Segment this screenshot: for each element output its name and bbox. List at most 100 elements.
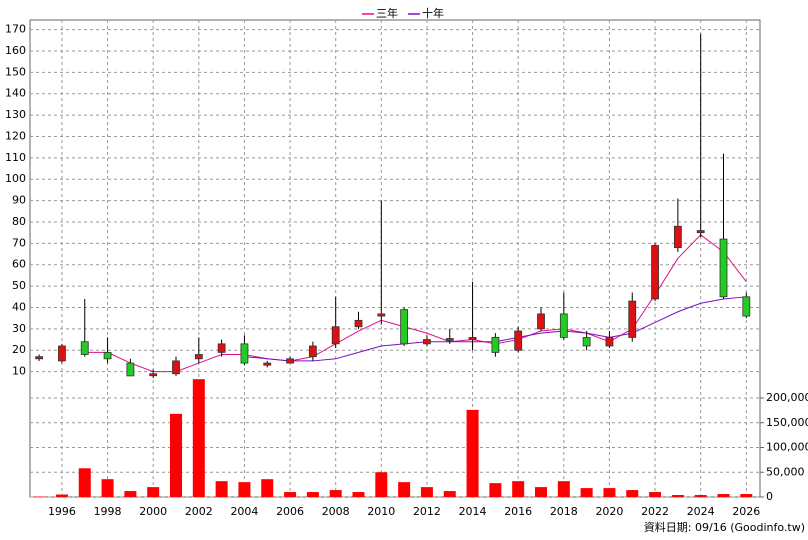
volume-bar <box>352 492 365 497</box>
volume-bar <box>557 481 570 497</box>
x-tick-label: 1996 <box>48 505 76 518</box>
volume-bar <box>535 487 547 497</box>
volume-bar <box>78 468 91 497</box>
candle-body <box>537 313 545 330</box>
candle-body <box>194 354 203 360</box>
y2-tick-label: 100,000 <box>766 441 808 454</box>
y-tick-label: 130 <box>5 108 26 121</box>
legend-label: 十年 <box>422 6 444 20</box>
x-tick-label: 2024 <box>687 505 715 518</box>
candle-body <box>651 245 659 300</box>
candle-body <box>308 345 317 358</box>
x-tick-label: 2006 <box>276 505 304 518</box>
candle-body <box>217 343 226 353</box>
candle-body <box>80 341 89 355</box>
volume-bar <box>694 495 707 497</box>
y2-tick-label: 200,000 <box>766 391 808 404</box>
volume-bar <box>512 481 525 497</box>
candle-body <box>491 337 500 353</box>
x-tick-label: 2010 <box>367 505 395 518</box>
candle-body <box>514 330 523 351</box>
y-tick-label: 100 <box>5 172 26 185</box>
plot-frame <box>29 19 761 498</box>
candle-body <box>628 300 637 338</box>
x-tick-label: 2022 <box>641 505 669 518</box>
volume-bar <box>717 494 730 497</box>
y2-tick-label: 50,000 <box>766 465 805 478</box>
y-tick-label: 160 <box>5 44 26 57</box>
x-tick-label: 2026 <box>732 505 760 518</box>
y-tick-label: 90 <box>12 194 26 207</box>
y-tick-label: 40 <box>12 300 26 313</box>
y-tick-label: 80 <box>12 215 26 228</box>
candle-body <box>286 358 294 364</box>
candle-body <box>240 343 249 364</box>
volume-bar <box>489 483 502 497</box>
x-tick-label: 2000 <box>139 505 167 518</box>
y-tick-label: 70 <box>12 236 26 249</box>
y-tick-label: 50 <box>12 279 26 292</box>
candle-body <box>263 362 272 366</box>
volume-bar <box>124 491 137 497</box>
volume-bar <box>443 491 456 497</box>
candle-body <box>445 338 454 341</box>
volume-bar <box>626 490 639 497</box>
x-tick-label: 2014 <box>459 505 487 518</box>
x-tick-label: 2012 <box>413 505 441 518</box>
y-tick-label: 30 <box>12 322 26 335</box>
candle-body <box>103 351 112 360</box>
volume-bar <box>671 495 684 497</box>
candle-body <box>423 339 431 345</box>
candle-body <box>400 309 409 345</box>
volume-bar <box>147 487 160 497</box>
volume-bar <box>238 482 251 497</box>
x-tick-label: 2016 <box>504 505 532 518</box>
candle-body <box>696 230 705 234</box>
x-tick-label: 2020 <box>595 505 623 518</box>
candle-body <box>354 319 363 328</box>
candle-body <box>58 345 66 362</box>
y-tick-label: 150 <box>5 65 26 78</box>
volume-bar <box>329 490 342 497</box>
candle-body <box>582 337 591 347</box>
candle-body <box>377 313 386 317</box>
candle-body <box>605 337 614 347</box>
y-tick-label: 140 <box>5 87 26 100</box>
footer: 資料日期: 09/16 (Goodinfo.tw) <box>644 520 805 534</box>
volume-bar <box>215 481 228 497</box>
volume-bar <box>740 494 753 497</box>
y-tick-label: 10 <box>12 365 26 378</box>
y2-tick-label: 0 <box>766 490 773 503</box>
y2-tick-label: 150,000 <box>766 416 808 429</box>
candle-body <box>149 373 158 377</box>
candle-body <box>172 360 180 375</box>
y-tick-label: 120 <box>5 129 26 142</box>
y-tick-label: 20 <box>12 343 26 356</box>
volume-bar <box>306 492 319 497</box>
volume-bar <box>375 472 388 497</box>
legend-label: 三年 <box>376 6 398 20</box>
y-tick-label: 170 <box>5 23 26 36</box>
volume-bar <box>398 482 411 497</box>
candle-body <box>331 326 340 345</box>
y-tick-label: 60 <box>12 258 26 271</box>
x-tick-label: 1998 <box>94 505 122 518</box>
y-tick-label: 110 <box>5 151 26 164</box>
candle-body <box>559 313 568 338</box>
candle-body <box>35 356 44 360</box>
volume-bar <box>466 409 479 497</box>
candle-body <box>673 225 682 249</box>
candle-body <box>719 238 728 298</box>
candle-body <box>468 337 477 340</box>
volume-bar <box>649 492 662 497</box>
volume-bar <box>603 488 616 497</box>
x-tick-label: 2008 <box>322 505 350 518</box>
volume-bar <box>55 494 68 497</box>
x-tick-label: 2002 <box>185 505 213 518</box>
volume-bar <box>170 413 182 497</box>
volume-bar <box>420 487 433 497</box>
volume-bar <box>261 479 274 497</box>
candle-body <box>126 362 135 377</box>
volume-bar <box>580 488 593 497</box>
